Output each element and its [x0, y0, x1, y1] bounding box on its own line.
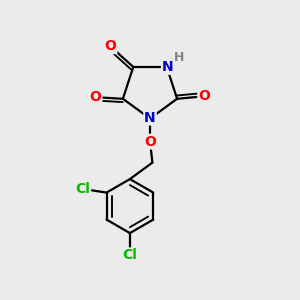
Text: N: N	[162, 60, 173, 74]
Text: H: H	[174, 51, 184, 64]
Text: Cl: Cl	[75, 182, 90, 196]
Text: O: O	[90, 90, 101, 104]
Text: O: O	[198, 89, 210, 103]
Text: O: O	[144, 135, 156, 148]
Text: Cl: Cl	[122, 248, 137, 262]
Text: N: N	[144, 111, 156, 124]
Text: O: O	[104, 39, 116, 53]
